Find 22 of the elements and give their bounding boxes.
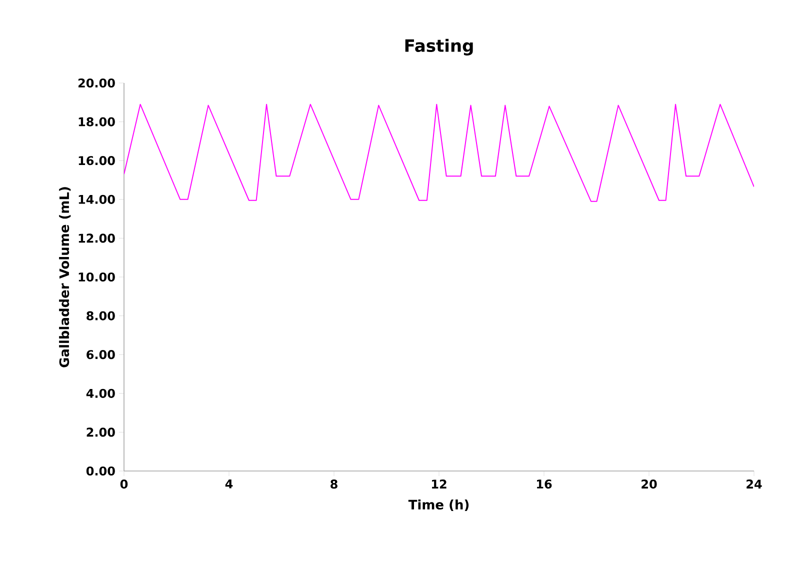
chart-title: Fasting <box>405 38 473 56</box>
y-tick-label: 12.00 <box>78 234 115 243</box>
x-tick-label: 4 <box>225 480 233 488</box>
x-tick-label: 16 <box>537 480 552 489</box>
y-tick-label: 20.00 <box>78 78 115 88</box>
x-tick-label: 0 <box>120 480 128 489</box>
y-tick-label: 18.00 <box>78 117 115 126</box>
y-tick-label: 6.00 <box>86 350 115 360</box>
x-axis-title: Time (h) <box>408 499 469 512</box>
y-axis-title: Gallbladder Volume (mL) <box>59 187 71 368</box>
x-tick-label: 12 <box>432 480 446 488</box>
y-tick-label: 16.00 <box>78 156 115 166</box>
y-tick-label: 2.00 <box>86 428 115 437</box>
x-tick-label: 24 <box>746 480 762 488</box>
x-tick-label: 20 <box>642 480 657 489</box>
y-tick-label: 8.00 <box>86 311 115 320</box>
y-tick-label: 14.00 <box>78 194 115 204</box>
line-series <box>124 104 754 202</box>
y-tick-label: 10.00 <box>78 272 115 282</box>
x-tick-label: 8 <box>330 480 338 489</box>
y-tick-label: 0.00 <box>86 466 115 476</box>
y-tick-label: 4.00 <box>86 388 115 398</box>
